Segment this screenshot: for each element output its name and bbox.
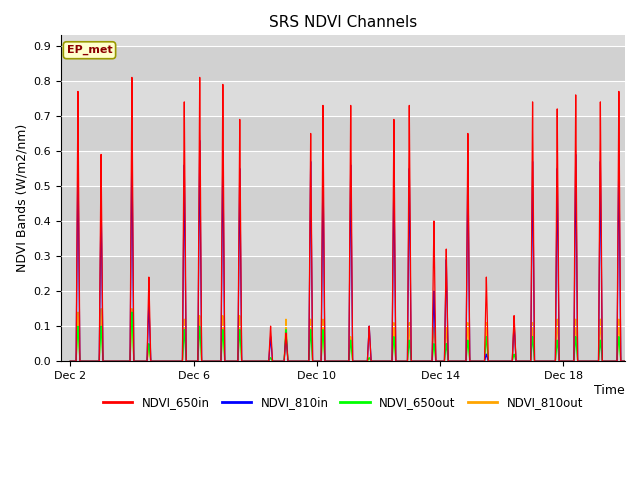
Bar: [61, 116, 625, 151]
NDVI_810in: [351, 358, 358, 364]
NDVI_810in: [210, 358, 218, 364]
NDVI_650in: [358, 358, 366, 364]
NDVI_810in: [67, 358, 74, 364]
NDVI_650out: [351, 358, 358, 364]
NDVI_650in: [210, 358, 218, 364]
Y-axis label: NDVI Bands (W/m2/nm): NDVI Bands (W/m2/nm): [15, 124, 28, 272]
NDVI_650in: [148, 358, 156, 364]
NDVI_650in: [621, 358, 629, 364]
NDVI_810in: [148, 358, 156, 364]
NDVI_810out: [358, 358, 366, 364]
NDVI_810out: [351, 358, 358, 364]
Bar: [61, 326, 625, 361]
Text: EP_met: EP_met: [67, 45, 112, 55]
NDVI_810in: [404, 339, 412, 345]
NDVI_650in: [404, 333, 412, 338]
NDVI_650out: [210, 358, 218, 364]
NDVI_810out: [621, 358, 629, 364]
Line: NDVI_650in: NDVI_650in: [70, 77, 625, 361]
NDVI_810out: [404, 354, 412, 360]
Line: NDVI_810in: NDVI_810in: [70, 141, 625, 361]
NDVI_810out: [67, 358, 74, 364]
NDVI_810in: [95, 338, 103, 344]
NDVI_650out: [358, 358, 366, 364]
Bar: [61, 46, 625, 81]
NDVI_650in: [128, 74, 136, 80]
NDVI_810in: [621, 358, 629, 364]
NDVI_650out: [404, 356, 412, 362]
NDVI_810out: [95, 352, 103, 358]
NDVI_650out: [621, 358, 629, 364]
NDVI_810in: [196, 138, 204, 144]
NDVI_810out: [148, 358, 156, 364]
NDVI_810in: [358, 358, 366, 364]
NDVI_650in: [95, 333, 103, 338]
Line: NDVI_810out: NDVI_810out: [70, 309, 625, 361]
NDVI_650out: [148, 358, 156, 364]
NDVI_650out: [128, 309, 136, 315]
NDVI_650in: [351, 358, 358, 364]
NDVI_650out: [95, 354, 103, 360]
NDVI_810out: [97, 306, 105, 312]
NDVI_650in: [67, 358, 74, 364]
NDVI_650out: [67, 358, 74, 364]
NDVI_810out: [210, 358, 218, 364]
Title: SRS NDVI Channels: SRS NDVI Channels: [269, 15, 417, 30]
Legend: NDVI_650in, NDVI_810in, NDVI_650out, NDVI_810out: NDVI_650in, NDVI_810in, NDVI_650out, NDV…: [98, 392, 588, 414]
Text: Time: Time: [595, 384, 625, 397]
Bar: [61, 186, 625, 221]
Line: NDVI_650out: NDVI_650out: [70, 312, 625, 361]
Bar: [61, 256, 625, 291]
